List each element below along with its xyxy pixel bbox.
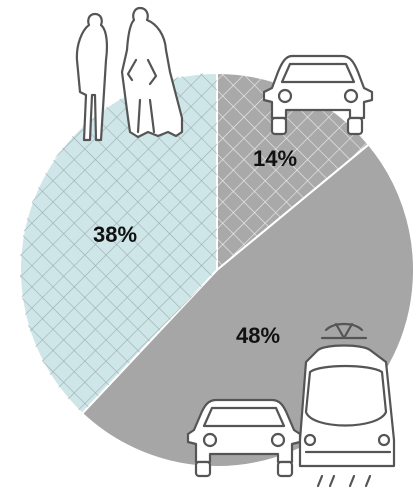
pedestrians-icon (75, 6, 184, 142)
car-icon (262, 54, 374, 136)
pie-slice-pattern-38 (19, 72, 218, 414)
pie-labels: 14% 48% 38% (93, 146, 297, 348)
car-icon (186, 398, 302, 478)
pie-slices (18, 71, 414, 468)
pie-label-38: 38% (93, 222, 137, 247)
tram-icon (298, 322, 396, 488)
pie-label-48: 48% (236, 323, 280, 348)
pie-label-14: 14% (253, 146, 297, 171)
pie-slice-pattern-14 (217, 73, 369, 270)
